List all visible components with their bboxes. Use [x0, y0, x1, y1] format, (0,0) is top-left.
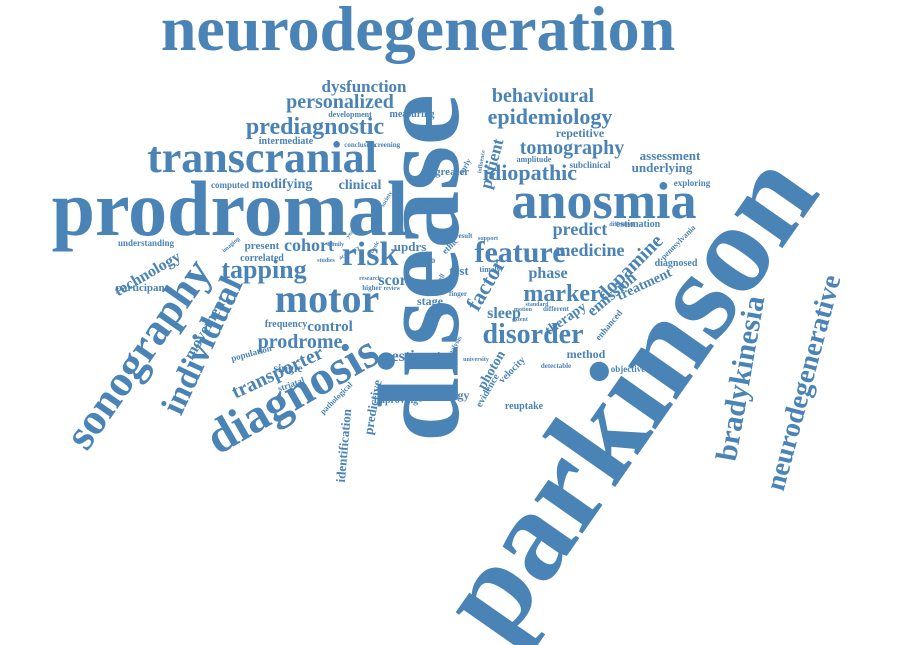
word-predict: predict: [553, 219, 608, 239]
word-single: single: [273, 361, 303, 375]
word-screening: screening: [372, 141, 401, 149]
word-prodromal: prodromal: [52, 165, 409, 252]
word-identification: identification: [333, 407, 354, 482]
word-assessment: assessment: [640, 148, 701, 163]
word-ratio: ratio: [417, 255, 436, 265]
word-motor: motor: [275, 276, 379, 321]
word-subclinical: subclinical: [569, 160, 611, 170]
word-medicine: medicine: [556, 240, 625, 260]
word-modifying: modifying: [252, 177, 313, 192]
word-improving: improving: [374, 395, 418, 406]
word-tomography: tomography: [520, 137, 624, 159]
word-epidemiology: epidemiology: [488, 104, 613, 129]
word-updrs: updrs: [394, 239, 427, 254]
word-objective: objective: [611, 364, 645, 374]
word-university: university: [463, 357, 489, 363]
word-personalized: personalized: [286, 91, 394, 113]
word-result: result: [456, 232, 474, 240]
word-finger: finger: [449, 290, 467, 298]
word-pathology: pathology: [419, 388, 470, 402]
word-understanding: understanding: [118, 238, 175, 248]
word-cohort: cohort: [284, 235, 334, 255]
word-benefit: benefit: [421, 206, 442, 214]
word-family: family: [328, 242, 344, 248]
word-exploring: exploring: [674, 178, 711, 188]
word-greater: greater: [435, 166, 469, 178]
word-method: method: [567, 347, 606, 361]
word-population: population: [230, 343, 273, 363]
word-difference: difference: [609, 222, 635, 228]
word-score: score: [378, 272, 413, 289]
word-prediagnostic: prediagnostic: [246, 114, 385, 140]
word-stage: stage: [417, 294, 444, 308]
word-test: test: [449, 263, 469, 278]
word-repetitive: repetitive: [556, 126, 605, 140]
word-higher: higher: [362, 284, 381, 292]
word-disorder: disorder: [482, 319, 583, 350]
word-underlying: underlying: [632, 160, 693, 175]
word-idiopathic: idiopathic: [483, 160, 577, 185]
word-review: review: [384, 286, 402, 292]
word-behavioural: behavioural: [492, 85, 595, 107]
word-neurodegeneration: neurodegeneration: [161, 0, 675, 64]
word-computed: computed: [211, 180, 249, 190]
word-influence: influence: [477, 149, 487, 173]
word-tapping: tapping: [221, 255, 306, 284]
word-conclusion: conclusion: [344, 141, 376, 149]
word-present: present: [245, 240, 280, 252]
word-clinical: clinical: [339, 178, 382, 193]
word-extent: extent: [512, 317, 528, 323]
word-transcranial: transcranial: [147, 133, 377, 182]
word-control: control: [307, 319, 353, 335]
word-estimation: estimation: [616, 219, 661, 230]
word-studies: studies: [317, 258, 335, 264]
word-standard: standard: [525, 302, 549, 308]
word-correlated: correlated: [240, 253, 284, 264]
word-general: general: [423, 199, 442, 205]
word-amplitude: amplitude: [517, 155, 552, 164]
word-frequency: frequency: [265, 319, 308, 330]
word-diagnosed: diagnosed: [655, 258, 698, 269]
word-feature: feature: [474, 236, 565, 269]
word-measuring: measuring: [390, 109, 435, 120]
word-sleep: sleep: [487, 305, 521, 322]
word-motion: motion: [514, 307, 533, 313]
word-participant: participant: [116, 282, 169, 294]
word-timely: timely: [479, 265, 500, 274]
word-marker: marker: [523, 281, 601, 307]
word-research: research: [359, 276, 381, 282]
word-prodrome: prodrome: [258, 331, 343, 353]
word-detectable: detectable: [541, 362, 571, 370]
word-intermediate: intermediate: [259, 136, 314, 147]
word-phase: phase: [528, 265, 567, 282]
word-development: development: [328, 110, 372, 119]
word-disease: disease: [356, 94, 484, 442]
word-dysfunction: dysfunction: [321, 77, 407, 96]
word-risk: risk: [342, 236, 399, 273]
word-different: different: [543, 305, 570, 313]
word-anosmia: anosmia: [512, 173, 697, 230]
word-reuptake: reuptake: [505, 401, 544, 412]
word-estimate: estimate: [392, 348, 449, 365]
word-basic: basic: [369, 240, 381, 255]
word-support: support: [478, 236, 498, 242]
